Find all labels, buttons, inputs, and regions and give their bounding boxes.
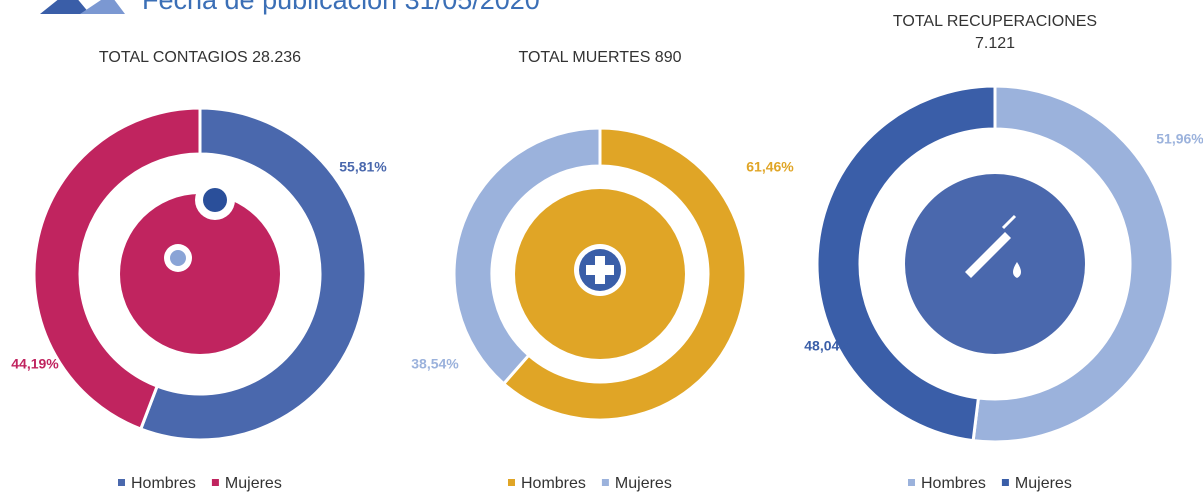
legend-swatch: [211, 479, 219, 486]
inner-circle: [905, 174, 1085, 354]
value-label: 55,81%: [339, 159, 387, 175]
icons: [164, 180, 1021, 296]
header-title: Fecha de publicación 31/05/2020: [142, 0, 540, 15]
chart-subtitle: 7.121: [975, 35, 1015, 52]
legend-swatch: [601, 479, 609, 486]
legend-swatch: [118, 479, 125, 486]
logo: [40, 0, 125, 14]
chart-title: TOTAL RECUPERACIONES: [893, 13, 1097, 30]
chart-title: TOTAL MUERTES 890: [518, 49, 681, 66]
value-label: 38,54%: [411, 356, 459, 372]
donut-segment: [501, 126, 748, 422]
legend-swatch: [508, 479, 515, 486]
legend-label: Mujeres: [1015, 475, 1072, 492]
inner-circle: [120, 194, 280, 354]
chart-title: TOTAL CONTAGIOS 28.236: [99, 49, 301, 66]
donut-segment: [452, 126, 602, 386]
legend-label: Hombres: [131, 475, 196, 492]
donut-segment: [971, 84, 1175, 444]
donut-segment: [32, 106, 202, 431]
value-label: 44,19%: [11, 356, 59, 372]
legend-label: Hombres: [921, 475, 986, 492]
legend-swatch: [908, 479, 915, 486]
legend-swatch: [1001, 479, 1009, 486]
donut-segment: [815, 84, 997, 443]
value-label: 61,46%: [746, 159, 794, 175]
legend-label: Mujeres: [225, 475, 282, 492]
legend-label: Hombres: [521, 475, 586, 492]
legend-label: Mujeres: [615, 475, 672, 492]
value-label: 51,96%: [1156, 131, 1203, 147]
donut-segment: [138, 106, 368, 442]
value-label: 48,04%: [804, 338, 852, 354]
